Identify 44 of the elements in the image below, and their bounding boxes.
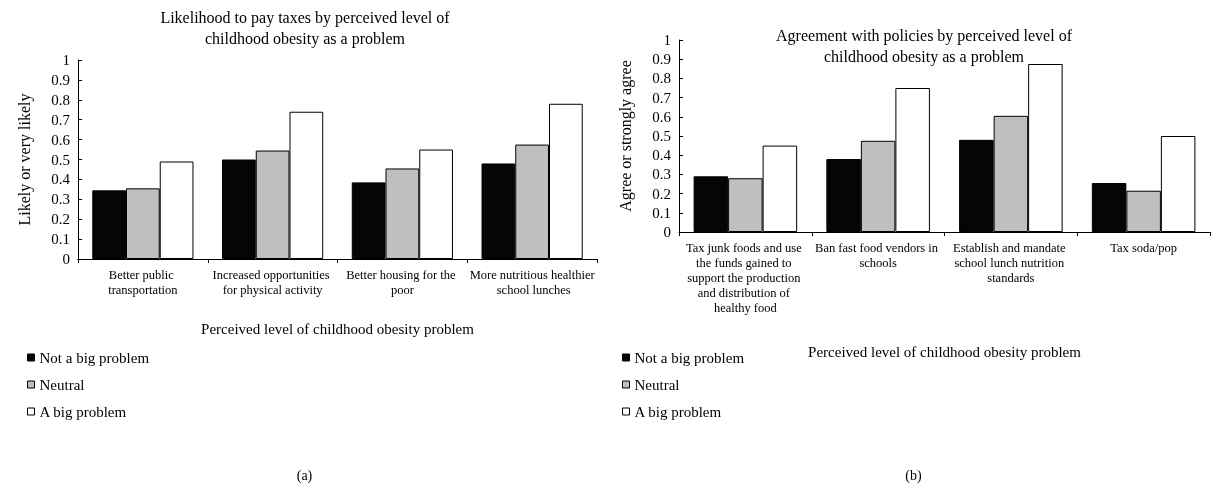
y-tick-label: 0.8 — [51, 91, 70, 108]
y-tick-label: 0.3 — [652, 166, 671, 183]
x-tick-label: Better housing for the poor — [346, 267, 459, 297]
x-tick-label: Establish and mandate school lunch nutrition standards — [953, 240, 1069, 285]
legend-label: Not a big problem — [634, 349, 745, 366]
y-tick-label: 0.2 — [51, 211, 70, 228]
y-tick-label: 0 — [663, 224, 671, 240]
y-tick-label: 0.9 — [51, 71, 70, 88]
x-axis-title: Perceived level of childhood obesity problem — [201, 320, 475, 337]
y-tick-label: 0.1 — [51, 231, 70, 248]
chart-title: Agreement with policies by perceived level of childhood obesity as a problem — [776, 27, 1073, 66]
y-tick-label: 0.4 — [51, 171, 71, 188]
y-tick-label: 1 — [663, 32, 671, 48]
x-tick-label: Better public transportation — [108, 267, 179, 297]
x-tick-label: Increased opportunities for physical activity — [212, 267, 333, 297]
x-tick-label: Tax soda/pop — [1110, 240, 1178, 255]
legend-label: A big problem — [39, 403, 127, 420]
y-tick-label: 0.9 — [652, 51, 671, 68]
text: (b) — [905, 467, 922, 484]
chart-title: Likelihood to pay taxes by perceived level of childhood obesity as a problem — [160, 9, 451, 48]
y-tick-label: 1 — [62, 52, 70, 68]
x-tick-label: More nutritious healthier school lunches — [469, 267, 596, 297]
y-tick-label: 0.4 — [652, 147, 672, 164]
y-tick-label: 0.2 — [652, 185, 671, 202]
legend-label: Neutral — [634, 376, 680, 393]
y-tick-label: 0.7 — [652, 89, 672, 106]
x-tick-label: Ban fast food vendors in schools — [815, 240, 942, 270]
text: (a) — [296, 467, 313, 484]
legend-label: Neutral — [39, 376, 85, 393]
x-axis-title: Perceived level of childhood obesity problem — [808, 343, 1082, 360]
legend-label: A big problem — [634, 403, 722, 420]
y-tick-label: 0.8 — [652, 70, 671, 87]
y-tick-label: 0.6 — [652, 108, 672, 125]
x-tick-label: Tax junk foods and use the funds gained to support the production and distribution of healthy food — [685, 240, 805, 315]
y-tick-label: 0.6 — [51, 131, 71, 148]
y-tick-label: 0.3 — [51, 191, 70, 208]
y-axis-title: Agree or strongly agree — [616, 60, 635, 212]
y-tick-label: 0.7 — [51, 111, 71, 128]
y-tick-label: 0 — [62, 251, 70, 267]
legend-label: Not a big problem — [39, 349, 150, 366]
y-tick-label: 0.1 — [652, 204, 671, 221]
y-tick-label: 0.5 — [652, 128, 671, 144]
y-axis-title: Likely or very likely — [15, 93, 34, 226]
y-tick-label: 0.5 — [51, 151, 70, 168]
